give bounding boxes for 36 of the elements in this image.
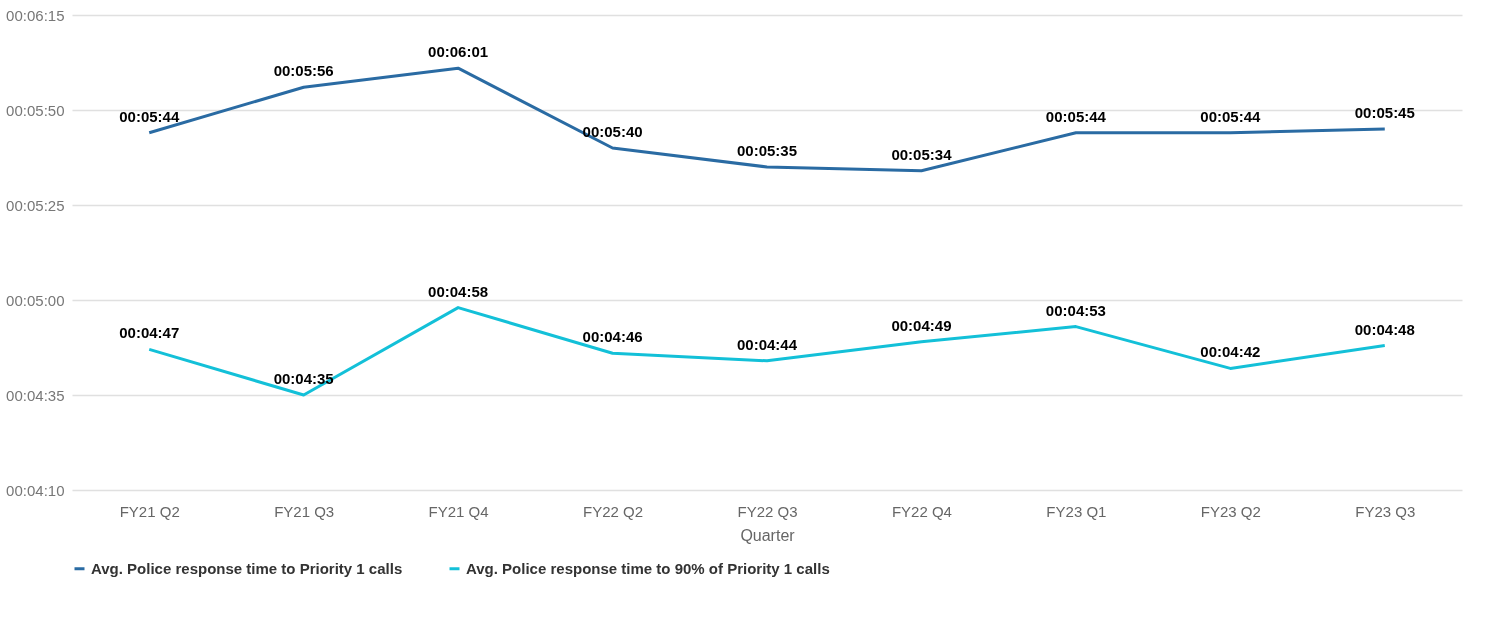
legend-label: Avg. Police response time to 90% of Priority 1 calls [466, 559, 830, 577]
data-label: 00:05:40 [582, 123, 643, 140]
x-tick-label: FY22 Q2 [583, 502, 644, 520]
data-label: 00:04:42 [1200, 343, 1261, 361]
data-label: 00:04:44 [736, 335, 798, 353]
x-tick-label: FY23 Q3 [1355, 502, 1416, 520]
data-label: 00:05:35 [736, 142, 798, 159]
data-label: 00:05:45 [1354, 104, 1415, 121]
data-label: 00:04:58 [428, 282, 489, 300]
y-tick-label: 00:06:15 [6, 6, 65, 24]
x-tick-label: FY22 Q3 [737, 502, 798, 520]
data-label: 00:04:46 [582, 328, 643, 346]
x-tick-label: FY23 Q1 [1046, 502, 1107, 520]
data-label: 00:04:35 [273, 370, 334, 387]
y-tick-label: 00:05:50 [6, 101, 65, 119]
x-tick-label: FY23 Q2 [1200, 502, 1261, 520]
legend-label: Avg. Police response time to Priority 1 calls [91, 559, 403, 577]
data-label: 00:04:48 [1354, 320, 1415, 338]
y-tick-label: 00:05:25 [6, 196, 65, 214]
y-tick-label: 00:04:35 [6, 386, 65, 404]
data-label: 00:05:34 [891, 145, 953, 163]
data-label: 00:05:44 [1200, 107, 1262, 125]
x-tick-label: FY21 Q4 [428, 502, 489, 520]
data-label: 00:05:56 [273, 62, 334, 80]
y-tick-label: 00:04:10 [6, 481, 65, 499]
x-tick-label: FY22 Q4 [891, 502, 952, 520]
y-tick-label: 00:05:00 [6, 291, 65, 309]
data-label: 00:05:44 [1045, 107, 1107, 125]
data-label: 00:04:47 [119, 324, 180, 342]
data-label: 00:05:44 [119, 107, 180, 125]
data-label: 00:04:49 [891, 316, 952, 334]
x-tick-label: FY21 Q3 [274, 502, 335, 520]
data-label: 00:06:01 [428, 43, 489, 61]
x-axis-title: Quarter [740, 526, 796, 544]
data-label: 00:04:53 [1045, 301, 1106, 319]
x-tick-label: FY21 Q2 [119, 502, 180, 520]
